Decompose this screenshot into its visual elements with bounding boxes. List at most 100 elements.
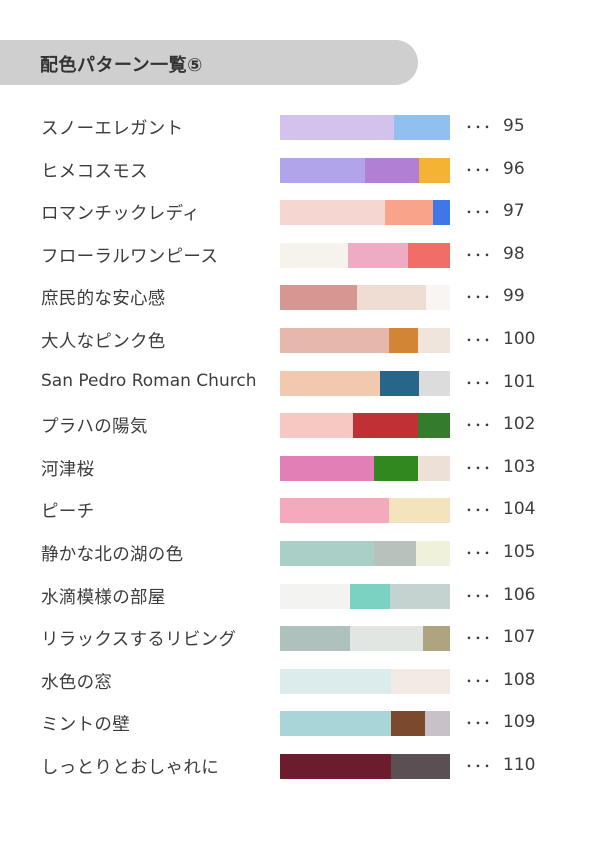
page-number: 102 bbox=[503, 414, 536, 435]
color-swatch bbox=[280, 540, 374, 566]
color-swatch bbox=[393, 115, 450, 140]
color-swatch-bar bbox=[280, 753, 450, 779]
color-swatch-bar bbox=[280, 668, 450, 694]
color-swatch-bar bbox=[280, 370, 450, 396]
page-number: 95 bbox=[503, 116, 525, 136]
color-swatch bbox=[422, 626, 450, 652]
color-swatch-bar bbox=[280, 413, 450, 439]
palette-name: 庶民的な安心感 bbox=[41, 289, 166, 310]
leader-dots: ･･･ bbox=[465, 245, 493, 265]
palette-row: 河津桜 ･･･ 103 bbox=[0, 447, 595, 490]
palette-row: フローラルワンピース ･･･ 98 bbox=[0, 234, 595, 277]
color-swatch-bar bbox=[280, 540, 450, 566]
color-swatch bbox=[280, 285, 357, 311]
leader-dots: ･･･ bbox=[465, 160, 493, 180]
palette-name: スノーエレガント bbox=[41, 119, 184, 139]
leader-dots: ･･･ bbox=[465, 629, 493, 649]
palette-row: スノーエレガント ･･･ 95 bbox=[0, 106, 595, 149]
color-swatch bbox=[280, 413, 354, 439]
color-swatch bbox=[417, 413, 450, 439]
leader-dots: ･･･ bbox=[465, 118, 493, 137]
leader-dots: ･･･ bbox=[465, 501, 493, 521]
palette-row: ヒメコスモス ･･･ 96 bbox=[0, 149, 595, 192]
color-swatch-bar bbox=[280, 327, 450, 353]
color-swatch-bar bbox=[280, 455, 450, 481]
color-swatch bbox=[390, 668, 450, 694]
leader-dots: ･･･ bbox=[465, 458, 493, 478]
color-swatch bbox=[280, 455, 374, 481]
page-number: 97 bbox=[503, 201, 525, 222]
color-swatch bbox=[419, 370, 450, 396]
palette-list: スノーエレガント ･･･ 95 ヒメコスモス ･･･ 96 ロマンチックレディ ･･･ 97 フロ… bbox=[0, 106, 595, 788]
palette-name: フローラルワンピース bbox=[41, 246, 219, 267]
leader-dots: ･･･ bbox=[465, 330, 493, 350]
page-number: 96 bbox=[503, 158, 525, 179]
color-swatch-bar bbox=[280, 157, 450, 183]
palette-name: プラハの陽気 bbox=[41, 417, 148, 438]
color-swatch bbox=[280, 327, 389, 353]
page-number: 104 bbox=[503, 499, 536, 520]
palette-row: しっとりとおしゃれに ･･･ 110 bbox=[0, 745, 595, 788]
color-swatch bbox=[388, 498, 450, 524]
leader-dots: ･･･ bbox=[465, 288, 493, 308]
palette-name: ミントの壁 bbox=[41, 715, 130, 736]
color-swatch-bar bbox=[280, 285, 450, 311]
palette-name: ピーチ bbox=[41, 502, 95, 523]
palette-name: 河津桜 bbox=[41, 459, 95, 480]
color-swatch bbox=[373, 540, 416, 566]
color-swatch-bar bbox=[280, 200, 450, 226]
palette-row: 水色の窓 ･･･ 108 bbox=[0, 660, 595, 703]
color-swatch bbox=[280, 157, 365, 183]
color-swatch bbox=[419, 157, 450, 183]
palette-row: 庶民的な安心感 ･･･ 99 bbox=[0, 276, 595, 319]
page-number: 103 bbox=[503, 456, 536, 477]
leader-dots: ･･･ bbox=[465, 543, 493, 563]
page-number: 105 bbox=[503, 541, 536, 562]
page-number: 109 bbox=[503, 712, 536, 733]
color-swatch bbox=[385, 200, 433, 226]
color-swatch bbox=[416, 540, 450, 566]
color-swatch-bar bbox=[280, 115, 450, 140]
color-swatch bbox=[280, 200, 386, 226]
palette-row: リラックスするリビング ･･･ 107 bbox=[0, 617, 595, 660]
palette-row: 水滴模様の部屋 ･･･ 106 bbox=[0, 575, 595, 618]
palette-name: ヒメコスモス bbox=[41, 161, 148, 182]
color-swatch bbox=[280, 370, 381, 396]
color-swatch bbox=[280, 498, 389, 524]
color-swatch bbox=[280, 668, 391, 694]
palette-name: 水色の窓 bbox=[41, 672, 113, 693]
leader-dots: ･･･ bbox=[465, 373, 493, 393]
page-number: 107 bbox=[503, 627, 536, 648]
color-swatch bbox=[380, 370, 420, 396]
leader-dots: ･･･ bbox=[465, 714, 493, 734]
color-swatch bbox=[349, 583, 391, 609]
palette-row: ロマンチックレディ ･･･ 97 bbox=[0, 191, 595, 234]
color-swatch bbox=[280, 753, 391, 779]
color-swatch bbox=[432, 200, 450, 226]
page-number: 106 bbox=[503, 584, 536, 605]
color-swatch bbox=[356, 285, 427, 311]
header-tab bbox=[0, 40, 418, 85]
page-number: 100 bbox=[503, 328, 536, 349]
color-swatch-bar bbox=[280, 242, 450, 268]
color-swatch bbox=[280, 115, 394, 140]
page-number: 101 bbox=[503, 371, 536, 392]
color-swatch-bar bbox=[280, 583, 450, 609]
color-swatch bbox=[280, 711, 391, 737]
color-swatch-bar bbox=[280, 498, 450, 524]
page-number: 99 bbox=[503, 286, 525, 307]
page-title: 配色パターン一覧⑤ bbox=[40, 55, 203, 76]
color-swatch bbox=[373, 455, 418, 481]
palette-name: 水滴模様の部屋 bbox=[41, 587, 166, 608]
page-number: 110 bbox=[503, 754, 536, 775]
color-swatch-bar bbox=[280, 711, 450, 737]
color-swatch bbox=[365, 157, 420, 183]
color-swatch bbox=[388, 327, 418, 353]
leader-dots: ･･･ bbox=[465, 203, 493, 223]
page-number: 98 bbox=[503, 243, 525, 264]
color-swatch bbox=[417, 455, 450, 481]
palette-name: リラックスするリビング bbox=[41, 630, 237, 651]
palette-row: ミントの壁 ･･･ 109 bbox=[0, 702, 595, 745]
leader-dots: ･･･ bbox=[465, 756, 493, 776]
palette-name: 静かな北の湖の色 bbox=[41, 544, 184, 565]
